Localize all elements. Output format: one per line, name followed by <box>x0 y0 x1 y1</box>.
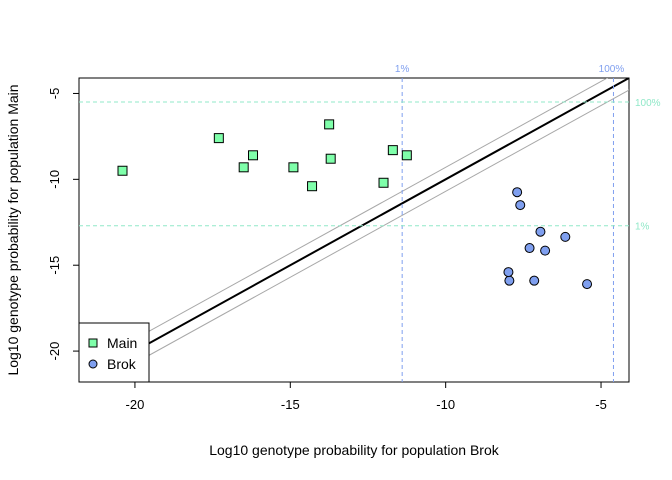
x-tick-label-1: -20 <box>126 397 145 412</box>
point-brok-5 <box>535 226 546 237</box>
point-brok-6 <box>540 245 551 256</box>
x-tick-label-4: -5 <box>595 397 607 412</box>
point-main-5 <box>288 162 299 173</box>
vertical-ref-label-2: 100% <box>599 64 625 75</box>
x-tick-label-2: -15 <box>281 397 300 412</box>
point-brok-7 <box>560 231 571 242</box>
point-brok-9 <box>504 275 515 286</box>
y-tick-label-2: -10 <box>47 170 62 189</box>
legend-label-brok: Brok <box>107 356 137 372</box>
horizontal-ref-label-2: 100% <box>635 98 661 109</box>
point-main-10 <box>387 145 398 156</box>
legend: Main Brok <box>78 322 150 383</box>
data-points <box>117 119 593 290</box>
y-axis-title: Log10 genotype probability for populatio… <box>5 84 21 375</box>
y-tick-label-3: -15 <box>47 256 62 275</box>
legend-box <box>78 322 150 383</box>
point-main-2 <box>213 133 224 144</box>
point-main-9 <box>378 177 389 188</box>
point-main-3 <box>238 162 249 173</box>
legend-marker-brok <box>88 359 98 369</box>
point-brok-2 <box>515 200 526 211</box>
vertical-ref-label-1: 1% <box>395 64 410 75</box>
x-axis: -20 -15 -10 -5 <box>126 382 607 412</box>
legend-label-main: Main <box>107 335 137 351</box>
y-tick-label-4: -20 <box>47 342 62 361</box>
point-brok-3 <box>524 243 535 254</box>
x-tick-label-3: -10 <box>436 397 455 412</box>
legend-marker-main <box>88 338 98 348</box>
reference-labels: 1% 100% 1% 100% <box>395 64 661 233</box>
horizontal-ref-label-1: 1% <box>635 222 650 233</box>
point-brok-4 <box>529 275 540 286</box>
x-axis-title: Log10 genotype probability for populatio… <box>209 442 500 458</box>
point-main-11 <box>401 150 412 161</box>
point-main-4 <box>248 150 259 161</box>
point-main-6 <box>307 181 318 192</box>
y-tick-label-1: -5 <box>47 88 62 100</box>
point-main-7 <box>324 119 335 130</box>
point-brok-1 <box>512 187 523 198</box>
point-main-8 <box>325 153 336 164</box>
y-axis: -5 -10 -15 -20 <box>47 88 79 361</box>
point-brok-10 <box>503 267 514 278</box>
point-brok-8 <box>582 279 593 290</box>
point-main-1 <box>117 165 128 176</box>
